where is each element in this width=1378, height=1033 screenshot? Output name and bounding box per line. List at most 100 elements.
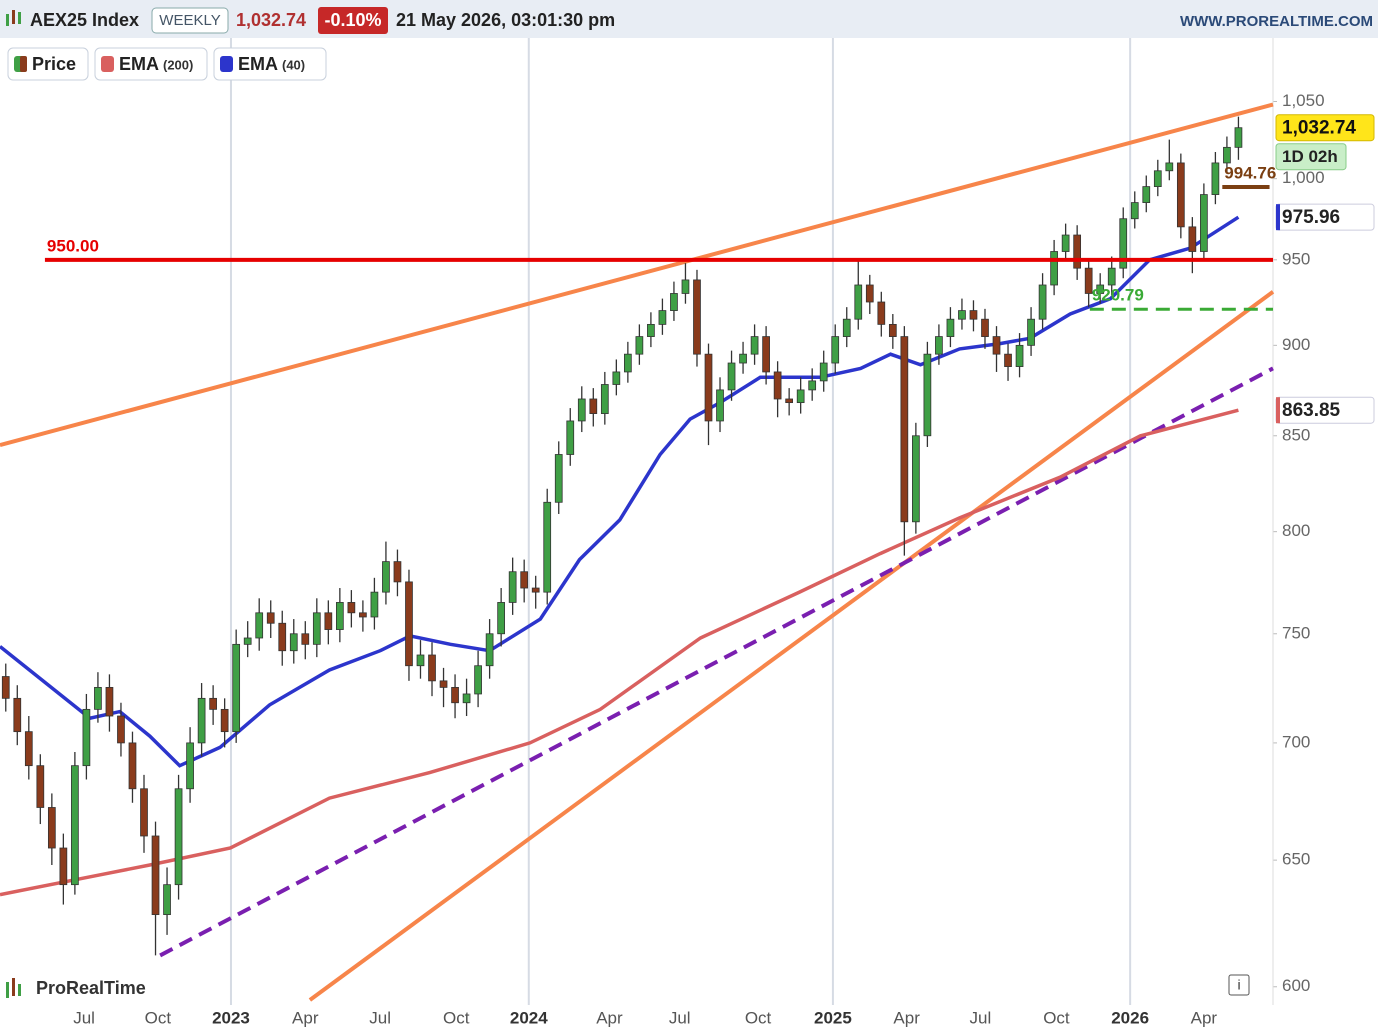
candle-body bbox=[750, 336, 759, 355]
legend-label[interactable]: EMA bbox=[119, 54, 159, 74]
candle-body bbox=[393, 561, 402, 583]
candle-body bbox=[716, 389, 724, 422]
ema-value-label: 975.96 bbox=[1282, 207, 1340, 228]
ema-value-label-marker bbox=[1276, 397, 1280, 424]
candle-body bbox=[739, 353, 747, 364]
candle-body bbox=[1130, 202, 1139, 220]
candle-body bbox=[1119, 218, 1128, 269]
candle-body bbox=[912, 435, 920, 523]
countdown-box bbox=[1275, 143, 1347, 171]
info-button[interactable] bbox=[1228, 974, 1250, 996]
candle-body bbox=[186, 742, 194, 790]
candle-body bbox=[1027, 318, 1035, 346]
candle-body bbox=[278, 622, 287, 652]
candle-body bbox=[762, 336, 770, 373]
legend-period[interactable]: (200) bbox=[163, 57, 193, 72]
legend-item[interactable] bbox=[94, 47, 208, 81]
candle-body bbox=[520, 571, 529, 589]
period-box[interactable] bbox=[151, 7, 229, 34]
symbol: AEX25 Index bbox=[30, 10, 139, 30]
candle-body bbox=[1107, 267, 1116, 286]
candle-body bbox=[935, 336, 943, 355]
candle-body bbox=[543, 501, 552, 593]
candle-body bbox=[474, 665, 482, 695]
candle-body bbox=[877, 301, 886, 325]
period[interactable]: WEEKLY bbox=[159, 12, 220, 29]
x-tick-label: Jul bbox=[970, 1008, 992, 1027]
legend-label[interactable]: EMA bbox=[238, 54, 278, 74]
x-tick-label: Jul bbox=[669, 1008, 691, 1027]
brand: ProRealTime bbox=[6, 978, 146, 998]
candle-body bbox=[324, 612, 333, 630]
legend-swatch[interactable] bbox=[101, 56, 114, 72]
candle-body bbox=[94, 686, 102, 710]
candle-body bbox=[554, 454, 563, 503]
candle-body bbox=[900, 336, 909, 523]
candle-body bbox=[624, 353, 632, 373]
candle-body bbox=[13, 697, 22, 733]
candle-body bbox=[335, 602, 344, 630]
candle-body bbox=[220, 708, 229, 733]
y-tick-label: 700 bbox=[1282, 732, 1310, 751]
info-icon[interactable]: i bbox=[1237, 977, 1240, 993]
candle-body bbox=[1234, 127, 1243, 148]
candle-body bbox=[347, 602, 356, 614]
candle-body bbox=[819, 362, 828, 382]
legend-item[interactable] bbox=[7, 47, 89, 81]
x-tick-label: Oct bbox=[443, 1008, 470, 1027]
header-bar bbox=[0, 0, 1378, 38]
candle-body bbox=[831, 336, 840, 364]
candle-body bbox=[693, 279, 701, 355]
candle-body bbox=[1073, 234, 1082, 269]
legend-label[interactable]: Price bbox=[32, 54, 76, 74]
candle-body bbox=[785, 398, 794, 404]
legend-item[interactable] bbox=[213, 47, 327, 81]
legend-period[interactable]: (40) bbox=[282, 57, 305, 72]
candle-body bbox=[312, 612, 321, 645]
datetime: 21 May 2026, 03:01:30 pm bbox=[396, 10, 615, 30]
candle-body bbox=[658, 310, 667, 325]
candle-body bbox=[1176, 162, 1185, 228]
candle-body bbox=[589, 398, 598, 414]
candle-body bbox=[1153, 170, 1162, 188]
y-tick-label: 650 bbox=[1282, 850, 1310, 869]
site[interactable]: WWW.PROREALTIME.COM bbox=[1180, 13, 1373, 30]
candle-body bbox=[243, 637, 252, 645]
candle-body bbox=[842, 318, 851, 337]
x-tick-label: Oct bbox=[745, 1008, 772, 1027]
candle-body bbox=[647, 323, 655, 337]
candle-body bbox=[128, 742, 137, 790]
last-price: 1,032.74 bbox=[236, 10, 306, 30]
candle-body bbox=[1004, 353, 1012, 367]
legend-swatch[interactable] bbox=[20, 56, 27, 72]
y-tick-label: 600 bbox=[1282, 976, 1310, 995]
candle-body bbox=[301, 633, 310, 645]
y-tick-label: 900 bbox=[1282, 335, 1310, 354]
plot: Jul Oct 2023 Apr Jul Oct 2024 Apr Jul Oct 2025 Apr J… bbox=[0, 38, 1375, 1027]
y-tick-label: 850 bbox=[1282, 425, 1310, 444]
ema-value-label: 863.85 bbox=[1282, 400, 1341, 421]
ema-line bbox=[0, 215, 1240, 768]
candle-body bbox=[531, 587, 540, 593]
x-tick-label: Apr bbox=[893, 1008, 920, 1027]
candle-body bbox=[163, 884, 171, 916]
candle-body bbox=[796, 389, 805, 404]
candle-body bbox=[865, 284, 874, 303]
candle-body bbox=[405, 581, 413, 667]
candle-body bbox=[600, 384, 609, 414]
brand-text: ProRealTime bbox=[36, 978, 146, 998]
candle-body bbox=[1200, 194, 1208, 252]
candle-body bbox=[958, 310, 966, 320]
candle-body bbox=[1015, 344, 1024, 367]
y-tick-label: 800 bbox=[1282, 521, 1310, 540]
legend-swatch[interactable] bbox=[220, 56, 233, 72]
candle-body bbox=[577, 398, 586, 422]
candle-body bbox=[1211, 162, 1220, 195]
candle-body bbox=[117, 715, 125, 744]
last-price-label-box bbox=[1275, 114, 1375, 142]
legend: Price EMA (200) EMA (40) bbox=[7, 47, 327, 81]
ema-line bbox=[0, 408, 1239, 897]
candle-body bbox=[151, 835, 160, 916]
change-box bbox=[318, 7, 388, 34]
